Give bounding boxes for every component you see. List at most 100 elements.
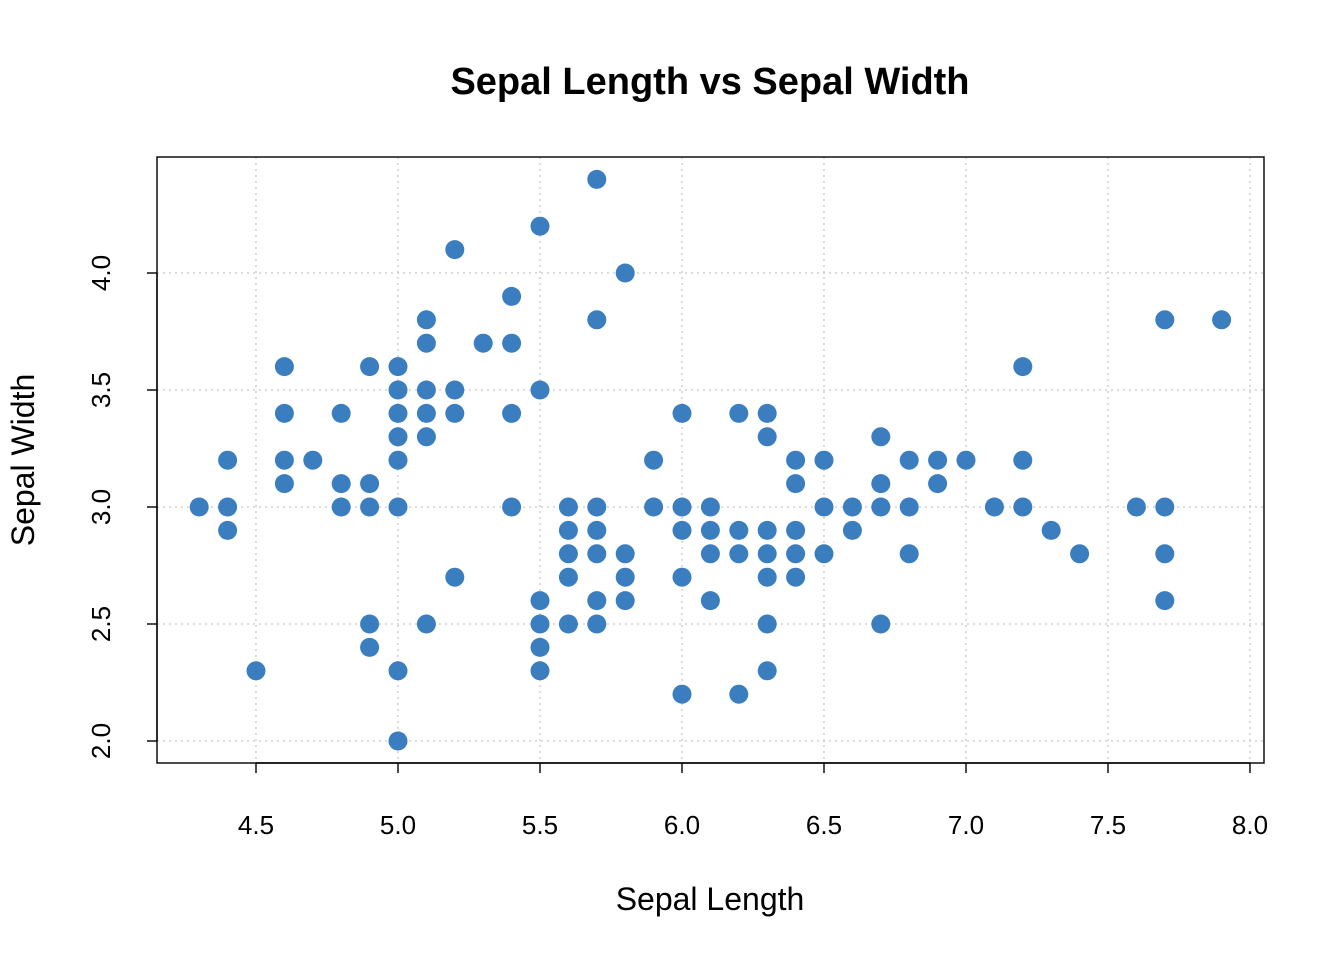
x-tick-label: 5.5: [522, 810, 558, 840]
x-axis: 4.5 5.0 5.5 6.0 6.5 7.0 7.5 8.0: [238, 762, 1268, 840]
data-point: [189, 497, 209, 517]
data-point: [1212, 310, 1232, 330]
data-point: [388, 731, 408, 751]
data-point: [1013, 450, 1033, 470]
data-point: [672, 567, 692, 587]
data-point: [587, 544, 607, 564]
data-point: [700, 591, 720, 611]
data-point: [502, 403, 522, 423]
x-tick-label: 7.5: [1090, 810, 1126, 840]
data-points: [189, 169, 1232, 751]
data-point: [729, 544, 749, 564]
data-point: [587, 520, 607, 540]
data-point: [218, 497, 238, 517]
data-point: [218, 520, 238, 540]
data-point: [956, 450, 976, 470]
data-point: [871, 474, 891, 494]
data-point: [587, 310, 607, 330]
data-point: [928, 474, 948, 494]
data-point: [1126, 497, 1146, 517]
data-point: [445, 240, 465, 260]
data-point: [558, 520, 578, 540]
data-point: [615, 591, 635, 611]
data-point: [984, 497, 1004, 517]
data-point: [672, 403, 692, 423]
data-point: [814, 497, 834, 517]
data-point: [615, 263, 635, 283]
data-point: [644, 497, 664, 517]
data-point: [530, 614, 550, 634]
data-point: [530, 216, 550, 236]
data-point: [786, 474, 806, 494]
data-point: [700, 497, 720, 517]
data-point: [928, 450, 948, 470]
data-point: [445, 567, 465, 587]
x-tick-label: 8.0: [1232, 810, 1268, 840]
data-point: [558, 567, 578, 587]
data-point: [360, 357, 380, 377]
data-point: [786, 520, 806, 540]
x-tick-label: 6.5: [806, 810, 842, 840]
x-tick-label: 6.0: [664, 810, 700, 840]
data-point: [814, 450, 834, 470]
data-point: [871, 497, 891, 517]
data-point: [1155, 544, 1175, 564]
data-point: [388, 497, 408, 517]
data-point: [1155, 497, 1175, 517]
y-axis-label: Sepal Width: [5, 374, 41, 547]
data-point: [445, 403, 465, 423]
x-axis-label: Sepal Length: [616, 881, 805, 917]
data-point: [842, 497, 862, 517]
data-point: [388, 427, 408, 447]
data-point: [416, 310, 436, 330]
data-point: [814, 544, 834, 564]
data-point: [303, 450, 323, 470]
data-point: [558, 497, 578, 517]
data-point: [331, 497, 351, 517]
data-point: [274, 450, 294, 470]
data-point: [388, 357, 408, 377]
data-point: [502, 286, 522, 306]
data-point: [757, 520, 777, 540]
data-point: [1070, 544, 1090, 564]
data-point: [445, 380, 465, 400]
data-point: [700, 520, 720, 540]
data-point: [871, 427, 891, 447]
data-point: [331, 403, 351, 423]
data-point: [587, 169, 607, 189]
y-tick-label: 3.5: [86, 372, 116, 408]
plot-frame: [156, 156, 1265, 764]
data-point: [530, 380, 550, 400]
data-point: [729, 684, 749, 704]
grid-lines: [157, 157, 1264, 763]
data-point: [416, 614, 436, 634]
data-point: [502, 333, 522, 353]
data-point: [700, 544, 720, 564]
data-point: [558, 544, 578, 564]
data-point: [1041, 520, 1061, 540]
data-point: [218, 450, 238, 470]
data-point: [757, 427, 777, 447]
data-point: [360, 637, 380, 657]
data-point: [388, 450, 408, 470]
data-point: [388, 403, 408, 423]
data-point: [274, 357, 294, 377]
data-point: [1155, 310, 1175, 330]
data-point: [473, 333, 493, 353]
data-point: [388, 380, 408, 400]
data-point: [530, 591, 550, 611]
data-point: [274, 474, 294, 494]
data-point: [502, 497, 522, 517]
data-point: [246, 661, 266, 681]
data-point: [899, 497, 919, 517]
data-point: [274, 403, 294, 423]
data-point: [1013, 357, 1033, 377]
data-point: [786, 544, 806, 564]
data-point: [757, 567, 777, 587]
data-point: [388, 661, 408, 681]
data-point: [899, 450, 919, 470]
x-tick-label: 5.0: [380, 810, 416, 840]
data-point: [587, 591, 607, 611]
data-point: [416, 427, 436, 447]
